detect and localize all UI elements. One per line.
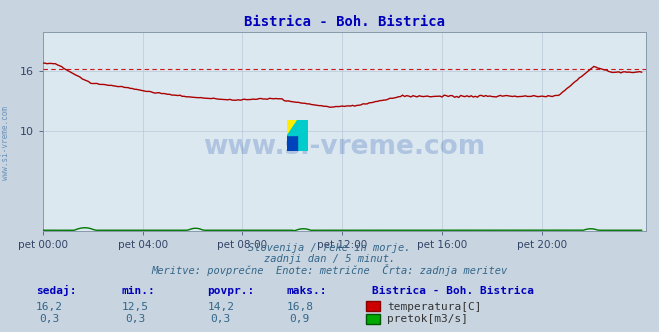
Text: temperatura[C]: temperatura[C] bbox=[387, 302, 481, 312]
Text: pretok[m3/s]: pretok[m3/s] bbox=[387, 314, 468, 324]
Text: Slovenija / reke in morje.: Slovenija / reke in morje. bbox=[248, 243, 411, 253]
Title: Bistrica - Boh. Bistrica: Bistrica - Boh. Bistrica bbox=[244, 15, 445, 29]
Polygon shape bbox=[287, 135, 297, 151]
Text: 0,3: 0,3 bbox=[211, 314, 231, 324]
Text: www.si-vreme.com: www.si-vreme.com bbox=[1, 106, 10, 180]
Text: 0,3: 0,3 bbox=[125, 314, 145, 324]
Text: zadnji dan / 5 minut.: zadnji dan / 5 minut. bbox=[264, 254, 395, 264]
Text: 0,3: 0,3 bbox=[40, 314, 59, 324]
Text: 12,5: 12,5 bbox=[122, 302, 148, 312]
Text: 16,2: 16,2 bbox=[36, 302, 63, 312]
Text: 16,8: 16,8 bbox=[287, 302, 313, 312]
Text: min.:: min.: bbox=[122, 286, 156, 296]
Text: Meritve: povprečne  Enote: metrične  Črta: zadnja meritev: Meritve: povprečne Enote: metrične Črta:… bbox=[152, 264, 507, 276]
Text: maks.:: maks.: bbox=[287, 286, 327, 296]
Text: www.si-vreme.com: www.si-vreme.com bbox=[203, 134, 486, 160]
Polygon shape bbox=[297, 120, 308, 151]
Text: 0,9: 0,9 bbox=[290, 314, 310, 324]
Text: Bistrica - Boh. Bistrica: Bistrica - Boh. Bistrica bbox=[372, 286, 534, 296]
Text: 14,2: 14,2 bbox=[208, 302, 234, 312]
Text: povpr.:: povpr.: bbox=[208, 286, 255, 296]
Polygon shape bbox=[287, 120, 297, 135]
Text: sedaj:: sedaj: bbox=[36, 285, 76, 296]
